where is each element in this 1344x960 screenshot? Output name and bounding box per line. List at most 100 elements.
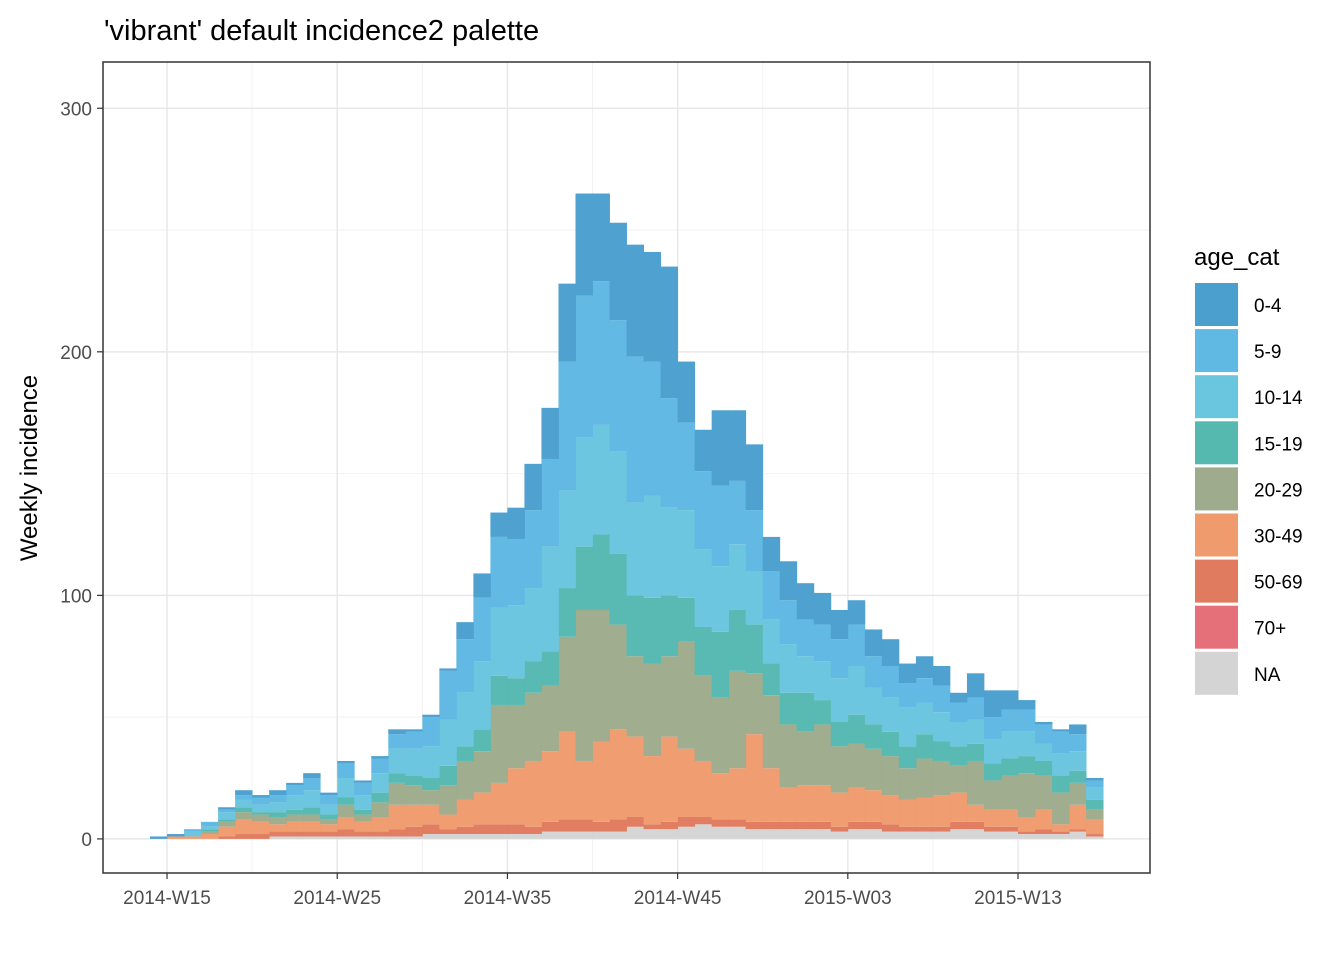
bar-segment bbox=[983, 717, 1002, 740]
bar-segment bbox=[405, 729, 423, 732]
bar-segment bbox=[558, 283, 576, 362]
chart-title: 'vibrant' default incidence2 palette bbox=[104, 15, 539, 47]
bar-segment bbox=[745, 510, 764, 572]
bar-segment bbox=[677, 361, 696, 423]
bar-segment bbox=[354, 809, 372, 815]
bar-segment bbox=[813, 724, 832, 786]
bar-segment bbox=[558, 361, 576, 491]
bar-segment bbox=[337, 816, 355, 830]
bar-segment bbox=[473, 792, 491, 825]
bar-segment bbox=[1001, 690, 1019, 710]
bar-segment bbox=[898, 768, 917, 800]
bar-segment bbox=[541, 546, 559, 652]
bar-segment bbox=[388, 804, 406, 830]
bar-segment bbox=[898, 831, 917, 839]
bar-segment bbox=[507, 539, 525, 606]
bar-segment bbox=[1069, 751, 1087, 771]
bar-segment bbox=[286, 836, 304, 839]
bar-segment bbox=[694, 471, 713, 550]
bar-segment bbox=[422, 790, 440, 805]
y-tick-label: 300 bbox=[60, 99, 92, 120]
bar-segment bbox=[1086, 834, 1104, 837]
bar-segment bbox=[881, 639, 900, 666]
bar-segment bbox=[252, 834, 270, 839]
bar-segment bbox=[711, 410, 730, 486]
bar-segment bbox=[762, 821, 781, 830]
bar-segment bbox=[1001, 731, 1019, 759]
bar-segment bbox=[473, 573, 491, 598]
bar-segment bbox=[524, 760, 542, 827]
bar-segment bbox=[1001, 831, 1019, 839]
x-tick-label: 2014-W45 bbox=[634, 888, 722, 909]
x-axis: 2014-W15 2014-W25 2014-W35 2014-W45 2015-W03… bbox=[123, 873, 1062, 909]
bar-segment bbox=[1035, 829, 1053, 835]
bar-segment bbox=[575, 546, 593, 610]
bar-segment bbox=[405, 731, 423, 749]
bar-segment bbox=[1001, 709, 1019, 732]
bar-segment bbox=[779, 787, 798, 822]
bar-segment bbox=[677, 816, 696, 827]
bar-segment bbox=[966, 743, 985, 761]
bar-segment bbox=[320, 831, 338, 837]
bar-segment bbox=[371, 836, 389, 839]
legend-label: 10-14 bbox=[1254, 388, 1303, 409]
bar-segment bbox=[473, 824, 491, 835]
bar-segment bbox=[1069, 734, 1087, 752]
bar-segment bbox=[915, 758, 934, 798]
bar-segment bbox=[915, 656, 934, 679]
bar-segment bbox=[490, 512, 508, 537]
bar-segment bbox=[575, 760, 593, 820]
bar-segment bbox=[847, 624, 866, 666]
bar-segment bbox=[847, 829, 866, 839]
bar-segment bbox=[762, 536, 781, 572]
bar-segment bbox=[796, 829, 815, 839]
bar-segment bbox=[218, 812, 236, 820]
x-tick-label: 2015-W13 bbox=[974, 888, 1062, 909]
bar-segment bbox=[320, 836, 338, 839]
bar-segment bbox=[473, 834, 491, 839]
bar-segment bbox=[932, 826, 951, 832]
bar-segment bbox=[1052, 731, 1070, 754]
legend-swatch bbox=[1195, 421, 1238, 465]
bar-segment bbox=[660, 829, 679, 839]
legend-label: 50-69 bbox=[1254, 573, 1303, 594]
bar-segment bbox=[983, 763, 1002, 781]
bar-segment bbox=[184, 836, 202, 839]
bar-segment bbox=[337, 778, 355, 798]
bar-segment bbox=[575, 193, 593, 296]
bar-segment bbox=[575, 609, 593, 761]
bar-segment bbox=[371, 773, 389, 793]
panel-border bbox=[102, 61, 1151, 874]
bar-segment bbox=[813, 821, 832, 830]
bar-segment bbox=[592, 741, 610, 822]
bar-segment bbox=[609, 451, 627, 554]
bar-segment bbox=[949, 829, 968, 839]
bar-segment bbox=[524, 692, 542, 761]
bar-segment bbox=[507, 507, 525, 540]
bar-segment bbox=[779, 600, 798, 645]
bar-segment bbox=[354, 821, 372, 832]
bar-segment bbox=[796, 619, 815, 657]
bar-segment bbox=[337, 763, 355, 779]
bar-segment bbox=[473, 597, 491, 662]
bar-segment bbox=[762, 695, 781, 769]
bar-segment bbox=[167, 836, 185, 839]
bar-segment bbox=[388, 773, 406, 783]
bar-segment bbox=[847, 665, 866, 715]
bar-segment bbox=[779, 692, 798, 725]
bar-segment bbox=[830, 678, 849, 723]
bar-segment bbox=[524, 510, 542, 589]
bar-segment bbox=[796, 785, 815, 822]
bar-segment bbox=[439, 719, 457, 766]
bar-segment bbox=[762, 829, 781, 839]
bar-segment bbox=[966, 821, 985, 830]
bar-segment bbox=[983, 831, 1002, 839]
bar-segment bbox=[252, 812, 270, 815]
bar-segment bbox=[456, 799, 474, 827]
bar-segment bbox=[660, 736, 679, 822]
bar-segment bbox=[1035, 722, 1053, 725]
bar-segment bbox=[439, 785, 457, 815]
bar-segment bbox=[847, 787, 866, 822]
bar-segment bbox=[660, 656, 679, 737]
bar-segment bbox=[303, 831, 321, 837]
